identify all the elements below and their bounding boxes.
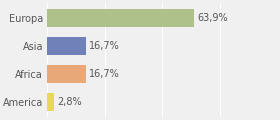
- Bar: [47, 37, 86, 55]
- Text: 16,7%: 16,7%: [89, 69, 120, 79]
- Bar: [47, 9, 194, 27]
- Text: 16,7%: 16,7%: [89, 41, 120, 51]
- Text: 63,9%: 63,9%: [198, 13, 228, 23]
- Bar: [47, 93, 54, 111]
- Bar: [47, 65, 86, 83]
- Text: 2,8%: 2,8%: [57, 97, 82, 107]
